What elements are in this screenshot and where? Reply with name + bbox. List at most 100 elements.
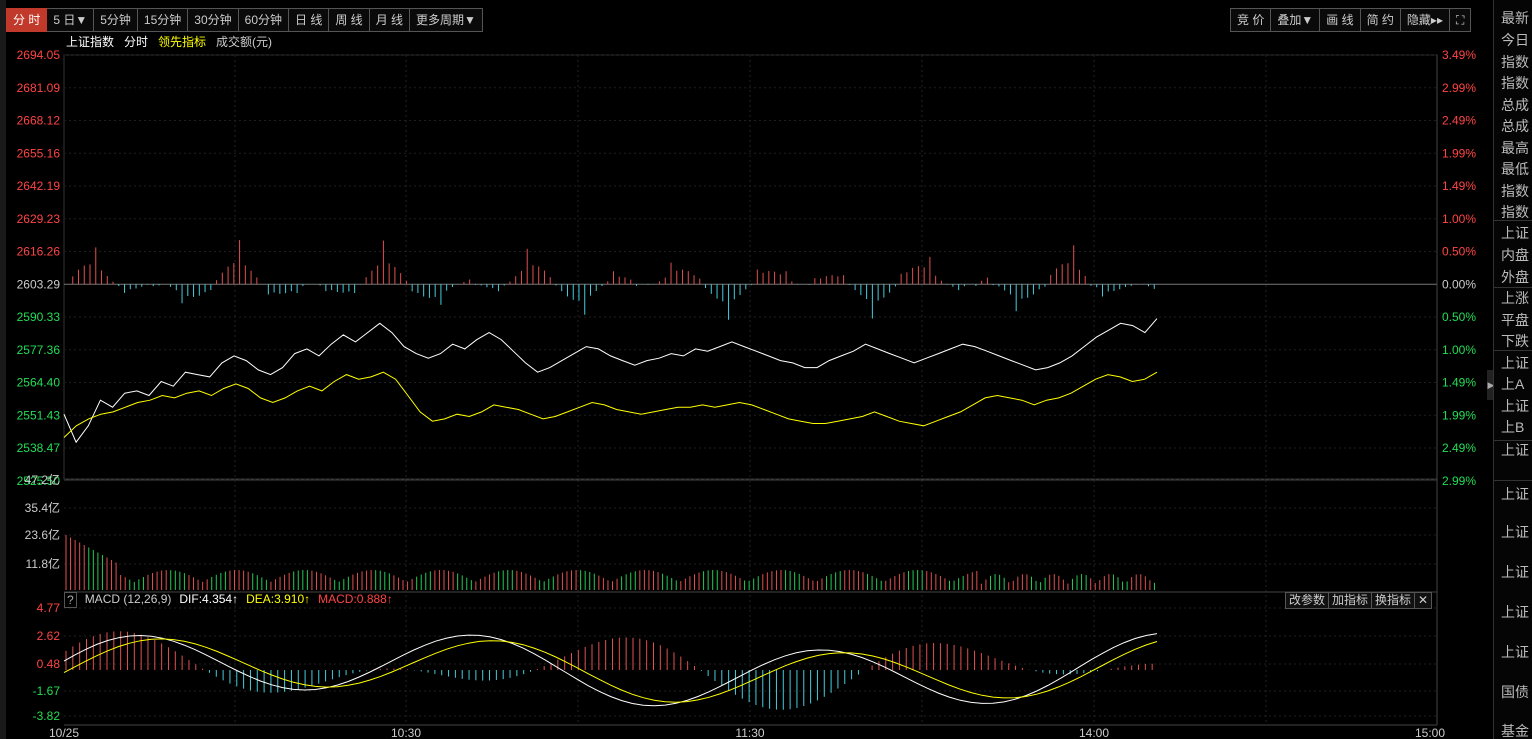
tab-15min[interactable]: 15分钟 bbox=[137, 8, 189, 32]
tab-60min[interactable]: 60分钟 bbox=[238, 8, 289, 32]
pct-axis-label: 1.99% bbox=[1442, 146, 1476, 160]
sidebar-label: 指数 bbox=[1501, 204, 1529, 220]
sidebar-label: 国债 bbox=[1501, 684, 1529, 700]
dea-line bbox=[63, 638, 1158, 703]
macd-axis-label: -3.82 bbox=[33, 709, 61, 723]
macd-name: MACD (12,26,9) bbox=[84, 592, 172, 606]
chart-legend: 上证指数 分时 领先指标 成交额(元) bbox=[66, 33, 272, 50]
simple-button[interactable]: 简 约 bbox=[1360, 8, 1401, 32]
pct-axis-label: 3.49% bbox=[1442, 48, 1476, 62]
price-axis-label: 2694.05 bbox=[17, 48, 61, 62]
pct-axis-label: 2.49% bbox=[1442, 114, 1476, 128]
sidebar-label: 上证 bbox=[1501, 604, 1529, 620]
sidebar-label: 上证 bbox=[1501, 564, 1529, 580]
price-axis-label: 2655.16 bbox=[17, 146, 61, 160]
left-edge-strip bbox=[0, 0, 6, 739]
tab-5min[interactable]: 5分钟 bbox=[94, 8, 138, 32]
switch-indicator-button[interactable]: 换指标 bbox=[1372, 592, 1416, 609]
period-toolbar: 分 时 5 日▼ 5分钟 15分钟 30分钟 60分钟 日 线 周 线 月 线 … bbox=[6, 8, 483, 32]
sidebar-label: 今日 bbox=[1501, 32, 1529, 48]
macd-value: MACD:0.888↑ bbox=[318, 592, 393, 606]
pct-axis-label: 1.99% bbox=[1442, 408, 1476, 422]
sidebar-label: 指数 bbox=[1501, 54, 1529, 70]
price-axis-label: 2681.09 bbox=[17, 81, 61, 95]
sidebar-label: 最低 bbox=[1501, 161, 1529, 177]
fullscreen-icon[interactable]: ⛶ bbox=[1449, 8, 1472, 32]
sidebar-divider bbox=[1494, 480, 1532, 481]
dif-line bbox=[63, 633, 1158, 707]
tab-30min[interactable]: 30分钟 bbox=[188, 8, 239, 32]
time-axis-label: 10:30 bbox=[391, 726, 421, 739]
tab-daily[interactable]: 日 线 bbox=[289, 8, 330, 32]
volume-axis-label: 11.8亿 bbox=[26, 556, 60, 571]
macd-axis-label: 4.77 bbox=[37, 601, 61, 615]
edit-params-button[interactable]: 改参数 bbox=[1285, 592, 1330, 609]
tab-5day[interactable]: 5 日▼ bbox=[47, 8, 95, 32]
sidebar-label: 上证 bbox=[1501, 355, 1529, 371]
sidebar-divider bbox=[1494, 287, 1532, 288]
macd-axis-label: 2.62 bbox=[37, 629, 61, 643]
pct-axis-label: 2.99% bbox=[1442, 474, 1476, 488]
add-indicator-button[interactable]: 加指标 bbox=[1329, 592, 1373, 609]
sidebar-label: 上证 bbox=[1501, 398, 1529, 414]
time-axis-label: 10/25 bbox=[49, 726, 79, 739]
tab-more-periods[interactable]: 更多周期▼ bbox=[410, 8, 483, 32]
sidebar-divider bbox=[1494, 350, 1532, 351]
sidebar-label: 最新 bbox=[1501, 10, 1529, 26]
price-axis-label: 2642.19 bbox=[17, 179, 61, 193]
price-axis-label: 2590.33 bbox=[17, 310, 61, 324]
price-axis-label: 2564.40 bbox=[17, 376, 61, 390]
macd-axis-label: -1.67 bbox=[33, 684, 61, 698]
sidebar-label: 最高 bbox=[1501, 140, 1529, 156]
sidebar-label: 上证 bbox=[1501, 442, 1529, 458]
sidebar-label: 上A bbox=[1501, 376, 1525, 392]
price-axis-label: 2629.23 bbox=[17, 212, 61, 226]
macd-legend: ? MACD (12,26,9) DIF:4.354↑ DEA:3.910↑ M… bbox=[64, 592, 393, 608]
tab-monthly[interactable]: 月 线 bbox=[369, 8, 411, 32]
legend-mode: 分时 bbox=[124, 35, 149, 49]
macd-buttons: 改参数 加指标 换指标 ✕ bbox=[1285, 592, 1433, 609]
sidebar-label: 总成 bbox=[1501, 97, 1529, 113]
pct-axis-label: 1.49% bbox=[1442, 376, 1476, 390]
volume-axis-label: 35.4亿 bbox=[25, 500, 60, 515]
sidebar-label: 基金 bbox=[1501, 723, 1529, 739]
macd-axis-label: 0.48 bbox=[37, 657, 61, 671]
legend-indicator: 领先指标 bbox=[158, 35, 207, 49]
pct-axis-label: 0.00% bbox=[1442, 277, 1476, 291]
hide-button[interactable]: 隐藏▸▸ bbox=[1400, 8, 1450, 32]
sidebar-label: 内盘 bbox=[1501, 247, 1529, 263]
pct-axis-label: 2.49% bbox=[1442, 441, 1476, 455]
price-axis-label: 2551.43 bbox=[17, 408, 61, 422]
pct-axis-label: 1.49% bbox=[1442, 179, 1476, 193]
time-axis-label: 15:00 bbox=[1415, 726, 1445, 739]
leading-line bbox=[63, 371, 1158, 438]
tab-fenshi[interactable]: 分 时 bbox=[6, 8, 48, 32]
volume-axis-label: 23.6亿 bbox=[25, 527, 60, 542]
chart-tools-toolbar: 竞 价 叠加▼ 画 线 简 约 隐藏▸▸ ⛶ bbox=[1230, 8, 1472, 32]
sidebar-divider bbox=[1494, 220, 1532, 221]
price-axis-label: 2603.29 bbox=[17, 277, 61, 291]
expand-arrow-icon[interactable]: ▶ bbox=[1487, 370, 1495, 400]
time-axis-label: 11:30 bbox=[735, 726, 764, 739]
price-axis-label: 2668.12 bbox=[17, 114, 61, 128]
sidebar-label: 外盘 bbox=[1501, 269, 1529, 285]
close-icon[interactable]: ✕ bbox=[1415, 592, 1433, 609]
legend-index-name: 上证指数 bbox=[66, 35, 115, 49]
sidebar-label: 上证 bbox=[1501, 644, 1529, 660]
price-axis-label: 2577.36 bbox=[17, 343, 61, 357]
price-axis-label: 2538.47 bbox=[17, 441, 61, 455]
draw-line-button[interactable]: 画 线 bbox=[1320, 8, 1361, 32]
sidebar-label: 上证 bbox=[1501, 524, 1529, 540]
volume-axis-label: 47.2亿 bbox=[25, 472, 60, 487]
overlay-button[interactable]: 叠加▼ bbox=[1271, 8, 1321, 32]
pct-axis-label: 1.00% bbox=[1442, 343, 1476, 357]
sidebar-label: 下跌 bbox=[1501, 333, 1529, 349]
macd-info-icon[interactable]: ? bbox=[64, 592, 77, 608]
price-axis-label: 2616.26 bbox=[17, 245, 61, 259]
legend-volume: 成交额(元) bbox=[216, 35, 273, 49]
intraday-chart[interactable]: 2694.05 3.49% 2681.09 2.99% 2668.12 2.49% 2655… bbox=[0, 0, 1493, 739]
tab-weekly[interactable]: 周 线 bbox=[329, 8, 370, 32]
auction-button[interactable]: 竞 价 bbox=[1230, 8, 1272, 32]
sidebar-divider bbox=[1494, 440, 1532, 441]
pct-axis-label: 0.50% bbox=[1442, 310, 1476, 324]
